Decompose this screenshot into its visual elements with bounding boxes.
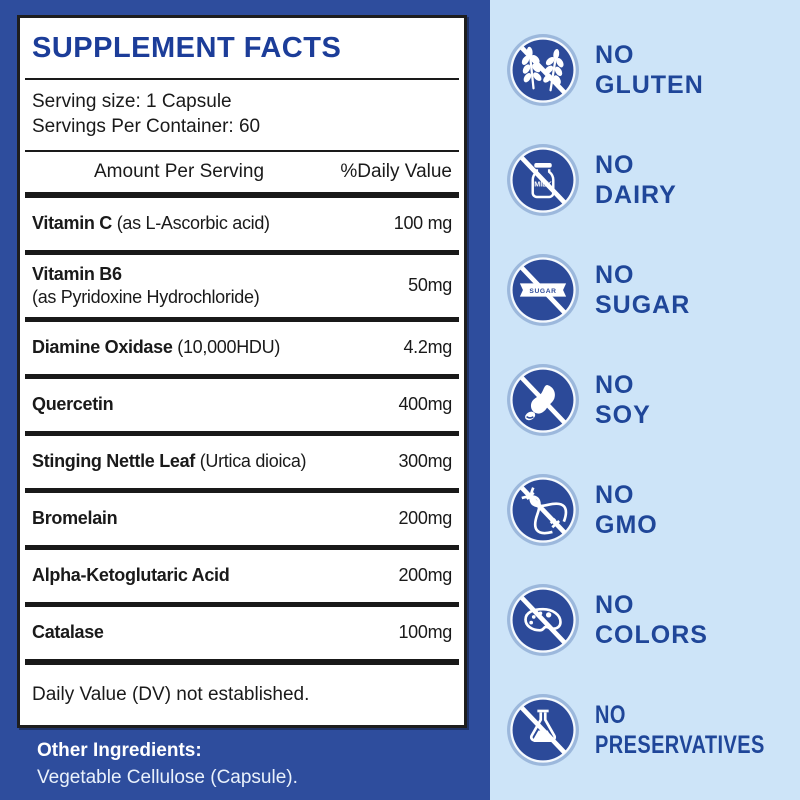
ingredient-row: Vitamin C (as L-Ascorbic acid) 100 mg <box>32 198 452 250</box>
ingredient-detail: (Urtica dioica) <box>199 451 307 472</box>
badge-text-no: NO <box>595 590 635 619</box>
no-dairy-icon: MILK <box>507 144 579 216</box>
divider <box>25 316 459 322</box>
ingredient-name: Stinging Nettle Leaf <box>32 451 196 472</box>
badge-no-sugar: SUGAR NO SUGAR <box>490 235 800 345</box>
supplement-facts-panel: SUPPLEMENT FACTS Serving size: 1 Capsule… <box>17 15 467 728</box>
servings-per-container: Servings Per Container: 60 <box>32 116 261 138</box>
divider <box>25 487 459 493</box>
ingredient-amount: 100 mg <box>393 213 453 234</box>
badge-no-dairy: MILK NO DAIRY <box>490 125 800 235</box>
ingredient-amount: 4.2mg <box>403 337 452 358</box>
badge-text-no: NO <box>595 40 635 69</box>
ingredient-amount: 200mg <box>398 508 452 529</box>
badge-text-no: NO <box>595 480 635 509</box>
ingredient-row: Stinging Nettle Leaf (Urtica dioica) 300… <box>32 436 452 488</box>
divider <box>25 430 459 436</box>
badge-no-gmo: NO GMO <box>490 455 800 565</box>
ingredient-name: Vitamin B6 <box>32 263 122 284</box>
sugar-text: SUGAR <box>529 288 556 295</box>
ingredient-name: Bromelain <box>32 508 118 529</box>
ingredient-row: Vitamin B6 (as Pyridoxine Hydrochloride) … <box>32 255 452 317</box>
badge-text-no: NO <box>595 150 635 179</box>
divider <box>25 544 459 550</box>
ingredient-amount: 300mg <box>398 451 452 472</box>
column-daily-value: %Daily Value <box>340 160 452 182</box>
no-preservatives-icon <box>507 694 579 766</box>
divider <box>25 601 459 607</box>
ingredient-row: Catalase 100mg <box>32 607 452 659</box>
badge-text-no: NO <box>595 260 635 289</box>
ingredient-amount: 400mg <box>398 394 452 415</box>
badge-column: NO GLUTEN MILK NO DAIRY SUGAR <box>490 0 800 800</box>
daily-value-footnote: Daily Value (DV) not established. <box>32 683 310 705</box>
ingredient-row: Quercetin 400mg <box>32 379 452 431</box>
divider <box>25 373 459 379</box>
no-sugar-icon: SUGAR <box>507 254 579 326</box>
no-gluten-icon <box>507 34 579 106</box>
divider <box>25 78 459 80</box>
badge-text-preservatives: PRESERVATIVES <box>595 731 765 759</box>
serving-info: Serving size: 1 Capsule Servings Per Con… <box>32 80 452 150</box>
ingredient-detail: (as L-Ascorbic acid) <box>116 213 270 234</box>
badge-text-dairy: DAIRY <box>595 181 677 209</box>
ingredient-name: Alpha-Ketoglutaric Acid <box>32 565 230 586</box>
column-header: Amount Per Serving %Daily Value <box>32 152 452 192</box>
ingredient-detail: (as Pyridoxine Hydrochloride) <box>32 286 260 307</box>
panel-title: SUPPLEMENT FACTS <box>32 31 342 64</box>
badge-no-colors: NO COLORS <box>490 565 800 675</box>
ingredient-amount: 200mg <box>398 565 452 586</box>
milk-text: MILK <box>534 180 552 189</box>
badge-text-no: NO <box>595 370 635 399</box>
no-soy-icon <box>507 364 579 436</box>
ingredient-row: Alpha-Ketoglutaric Acid 200mg <box>32 550 452 602</box>
ingredient-name: Quercetin <box>32 394 114 415</box>
divider <box>25 191 459 198</box>
ingredient-name: Catalase <box>32 622 104 643</box>
serving-size: Serving size: 1 Capsule <box>32 91 232 112</box>
badge-no-soy: NO SOY <box>490 345 800 455</box>
badge-text-colors: COLORS <box>595 621 708 649</box>
no-colors-icon <box>507 584 579 656</box>
divider <box>25 249 459 255</box>
badge-no-gluten: NO GLUTEN <box>490 15 800 125</box>
badge-text-no: NO <box>595 700 626 729</box>
divider <box>25 658 459 665</box>
ingredient-amount: 50mg <box>408 275 452 296</box>
ingredient-name: Diamine Oxidase <box>32 337 173 358</box>
ingredient-row: Bromelain 200mg <box>32 493 452 545</box>
ingredient-detail: (10,000HDU) <box>177 337 281 358</box>
ingredient-amount: 100mg <box>398 622 452 643</box>
badge-text-gmo: GMO <box>595 511 658 539</box>
ingredient-row: Diamine Oxidase (10,000HDU) 4.2mg <box>32 322 452 374</box>
other-ingredients-label: Other Ingredients: <box>37 740 202 761</box>
badge-text-soy: SOY <box>595 401 651 429</box>
other-ingredients-value: Vegetable Cellulose (Capsule). <box>37 766 298 788</box>
column-amount-per-serving: Amount Per Serving <box>94 160 265 182</box>
no-gmo-icon <box>507 474 579 546</box>
badge-text-sugar: SUGAR <box>595 291 691 319</box>
ingredient-name: Vitamin C <box>32 213 112 234</box>
badge-text-gluten: GLUTEN <box>595 71 704 99</box>
label-background: SUPPLEMENT FACTS Serving size: 1 Capsule… <box>0 0 490 800</box>
badge-no-preservatives: NO PRESERVATIVES <box>490 675 800 785</box>
other-ingredients: Other Ingredients: Vegetable Cellulose (… <box>37 738 298 791</box>
divider <box>25 149 459 152</box>
